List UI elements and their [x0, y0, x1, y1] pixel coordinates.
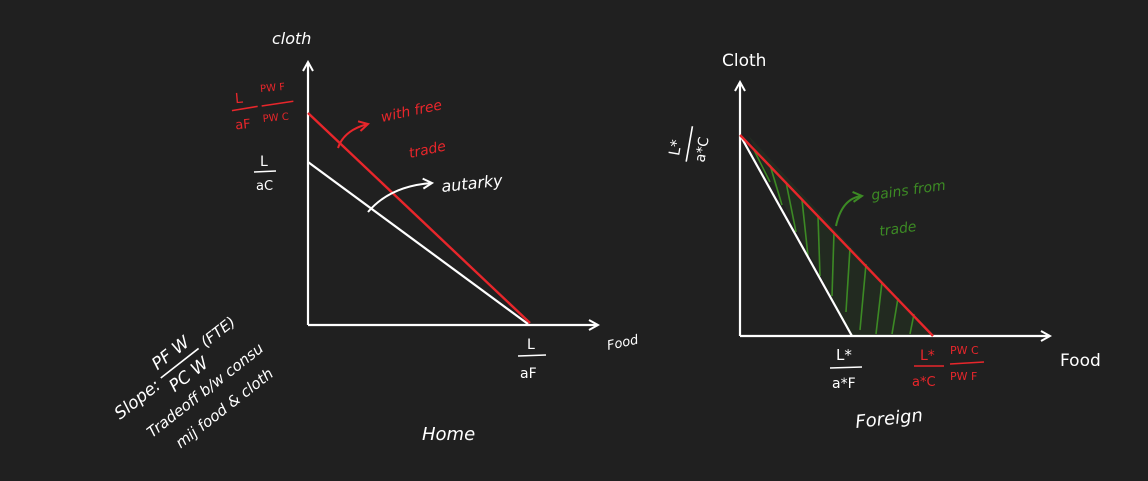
slope-qualifier: (FTE) [197, 313, 239, 351]
foreign-x-axis-label: Food [1060, 351, 1101, 371]
home-free-trade-label-2: trade [408, 139, 448, 162]
foreign-panel: Cloth Food L* a*C L* a*F L* a*C PW C PW … [665, 51, 1101, 433]
svg-text:L*: L* [665, 138, 686, 157]
svg-text:a*F: a*F [832, 376, 856, 392]
svg-text:PW F: PW F [260, 82, 286, 95]
svg-text:PW F: PW F [950, 370, 977, 383]
home-autarky-intercept: L aC [253, 154, 277, 194]
home-free-trade-label-1: with free [380, 97, 444, 126]
home-caption: Home [422, 424, 475, 445]
svg-text:PW C: PW C [950, 344, 979, 357]
svg-text:aF: aF [235, 117, 252, 133]
home-free-trade-line [307, 112, 531, 324]
foreign-caption: Foreign [854, 405, 924, 433]
foreign-gains-arrow [835, 196, 862, 227]
home-x-intercept: L aF [517, 337, 547, 382]
svg-text:L: L [234, 91, 243, 108]
foreign-free-trade-x-intercept: L* a*C PW C PW F [912, 344, 985, 390]
foreign-gains-label-2: trade [878, 219, 917, 240]
svg-text:a*C: a*C [912, 375, 936, 390]
svg-text:L*: L* [920, 348, 935, 364]
foreign-gains-hatching [748, 135, 933, 336]
svg-text:L*: L* [836, 346, 852, 364]
svg-text:L: L [260, 154, 268, 170]
foreign-y-intercept: L* a*C [665, 126, 713, 164]
foreign-y-axis-label: Cloth [722, 51, 766, 71]
home-autarky-label: autarky [440, 171, 504, 196]
home-slope-note: Slope: PF W PC W (FTE) Tradeoff b/w cons… [111, 313, 277, 452]
home-autarky-arrow [367, 183, 432, 213]
home-autarky-line [307, 161, 529, 325]
home-panel: cloth Food L aF PW F PW C L aC L aF [111, 29, 641, 452]
foreign-free-trade-line [739, 134, 934, 337]
foreign-autarky-x-intercept: L* a*F [829, 346, 863, 392]
svg-text:PW C: PW C [262, 112, 289, 125]
home-free-trade-arrow [337, 124, 368, 149]
home-free-trade-intercept: L aF PW F PW C [231, 82, 294, 133]
foreign-gains-label-1: gains from [870, 178, 946, 204]
foreign-autarky-line [739, 134, 853, 337]
svg-text:aF: aF [520, 366, 537, 382]
svg-text:a*C: a*C [692, 136, 712, 164]
home-x-axis-label: Food [606, 333, 641, 354]
svg-text:L: L [527, 337, 535, 353]
svg-text:aC: aC [256, 179, 273, 194]
home-y-axis-label: cloth [272, 29, 311, 48]
